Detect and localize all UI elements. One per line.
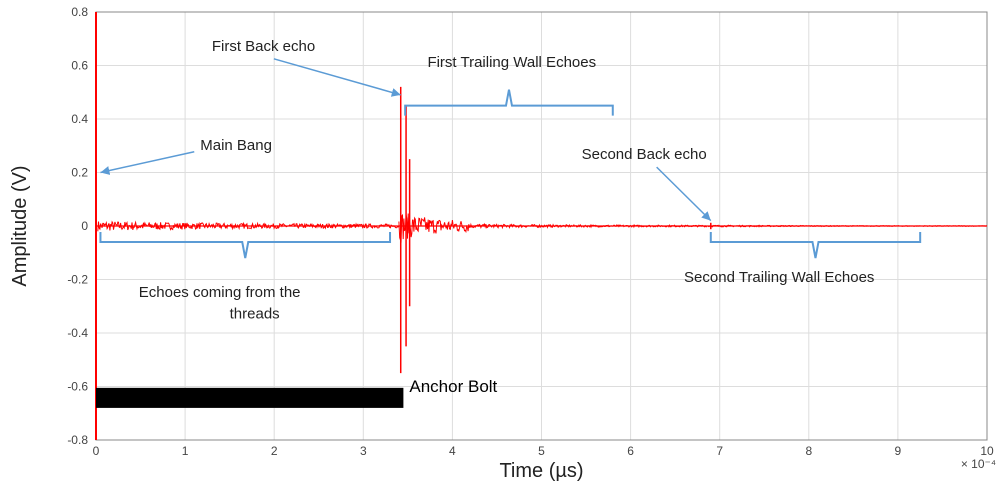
y-axis-label: Amplitude (V) [9, 165, 31, 286]
x-tick-label: 5 [538, 444, 545, 458]
annotation-label: First Trailing Wall Echoes [427, 54, 596, 71]
annotation-label: Main Bang [200, 137, 272, 154]
annotation-arrow [100, 151, 195, 175]
echo-noise-trace [398, 213, 471, 243]
x-tick-label: 9 [895, 444, 902, 458]
x-tick-label: 7 [716, 444, 723, 458]
annotation-label: First Back echo [212, 38, 315, 55]
y-tick-label: -0.6 [67, 380, 88, 394]
y-tick-label: -0.8 [67, 433, 88, 447]
x-tick-label: 6 [627, 444, 634, 458]
x-tick-label: 8 [805, 444, 812, 458]
x-tick-label: 0 [93, 444, 100, 458]
x-tick-label: 1 [182, 444, 189, 458]
y-tick-label: 0 [81, 219, 88, 233]
x-tick-label: 10 [980, 444, 994, 458]
tick-labels: 0 1 2 3 4 5 6 7 8 9 10 -0.8 -0.6 -0.4 -0.2 0 0.2 0.4 0.6 0.… [67, 5, 994, 458]
annotation-label: threads [230, 305, 280, 322]
y-tick-label: -0.4 [67, 326, 88, 340]
annotation-brace [709, 232, 922, 259]
annotation-arrow [273, 58, 401, 97]
annotation-label: Second Trailing Wall Echoes [684, 269, 874, 286]
annotation-brace [404, 89, 614, 116]
x-tick-label: 2 [271, 444, 278, 458]
y-tick-label: 0.6 [71, 59, 88, 73]
echo-noise-trace [469, 222, 738, 230]
anchor-bolt-label: Anchor Bolt [409, 377, 497, 396]
y-tick-label: 0.8 [71, 5, 88, 19]
x-tick-label: 3 [360, 444, 367, 458]
annotation-arrow [656, 166, 712, 222]
echo-noise-trace [97, 220, 400, 232]
echo-noise-trace [737, 224, 988, 228]
annotation-label: Echoes coming from the [139, 284, 301, 301]
y-tick-label: 0.2 [71, 166, 88, 180]
annotations: Main Bang First Back echo First Trailing W… [96, 38, 922, 408]
signal-series [95, 12, 988, 440]
annotation-label: Second Back echo [582, 146, 707, 163]
x-axis-multiplier: × 10⁻⁴ [961, 457, 996, 471]
annotation-brace [99, 232, 392, 259]
y-tick-label: 0.4 [71, 112, 88, 126]
anchor-bolt-bar [96, 387, 404, 408]
x-tick-label: 4 [449, 444, 456, 458]
y-tick-label: -0.2 [67, 273, 88, 287]
x-axis-label: Time (µs) [499, 460, 583, 482]
